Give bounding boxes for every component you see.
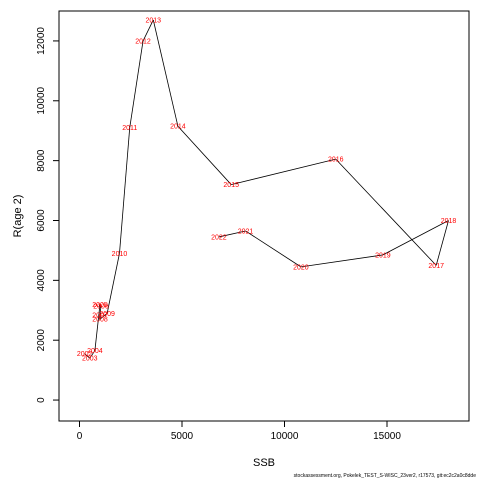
- y-axis-title: R(age 2): [12, 195, 24, 238]
- y-tick-label: 0: [36, 397, 47, 403]
- series-segment: [231, 158, 336, 185]
- year-label: 2005: [92, 302, 108, 309]
- series-segment: [177, 125, 232, 185]
- series-segment: [99, 312, 108, 320]
- year-label: 2020: [293, 264, 309, 271]
- year-label: 2008: [92, 317, 108, 324]
- series-segment: [119, 127, 131, 254]
- year-label: 2006: [93, 303, 109, 310]
- plot-frame: [58, 10, 470, 422]
- year-label: 2010: [112, 251, 128, 258]
- year-label: 2017: [428, 263, 444, 270]
- series-segment: [89, 350, 96, 359]
- year-label: 2007: [92, 312, 108, 319]
- series-segment: [382, 220, 449, 256]
- x-tick-label: 5000: [171, 431, 194, 442]
- year-label: 2003: [82, 356, 98, 363]
- series-segment: [99, 304, 102, 307]
- year-label: 2019: [375, 252, 391, 259]
- y-tick-label: 4000: [36, 269, 47, 292]
- year-label: 2014: [170, 124, 186, 131]
- series-segment: [335, 158, 437, 266]
- year-label: 2015: [223, 182, 239, 189]
- series-segment: [142, 19, 154, 42]
- series-segment: [245, 230, 302, 268]
- footnote: stockassessment.org, Pokelek_TEST_S-WISC…: [294, 473, 477, 479]
- year-label: 2002: [77, 351, 93, 358]
- year-label: 2022: [211, 234, 227, 241]
- y-tick-label: 12000: [36, 27, 47, 55]
- series-segment: [129, 40, 144, 128]
- year-label: 2016: [328, 157, 344, 164]
- year-label: 2013: [146, 17, 162, 24]
- series-segment: [152, 19, 179, 127]
- series-segment: [435, 220, 449, 266]
- recruitment-series: [84, 19, 449, 359]
- series-segment: [84, 353, 91, 359]
- year-label: 2009: [99, 311, 115, 318]
- year-label: 2018: [441, 218, 457, 225]
- y-tick-label: 8000: [36, 149, 47, 172]
- year-label: 2021: [238, 228, 254, 235]
- y-axis: 0 2000 4000 6000 8000 10000 12000: [36, 27, 59, 403]
- series-segment: [99, 305, 102, 315]
- x-tick-label: 15000: [373, 431, 401, 442]
- y-tick-label: 6000: [36, 209, 47, 232]
- series-segment: [106, 253, 120, 314]
- series-segment: [300, 254, 383, 268]
- year-label: 2004: [87, 348, 103, 355]
- year-label: 2012: [135, 38, 151, 45]
- series-segment: [94, 304, 101, 351]
- y-tick-label: 2000: [36, 329, 47, 352]
- series-segment: [218, 230, 246, 238]
- x-tick-label: 10000: [271, 431, 299, 442]
- y-tick-label: 10000: [36, 86, 47, 114]
- x-axis-title: SSB: [253, 457, 275, 469]
- year-label: 2011: [122, 125, 137, 132]
- x-axis: 0 5000 10000 15000: [77, 421, 401, 442]
- x-tick-label: 0: [77, 431, 83, 442]
